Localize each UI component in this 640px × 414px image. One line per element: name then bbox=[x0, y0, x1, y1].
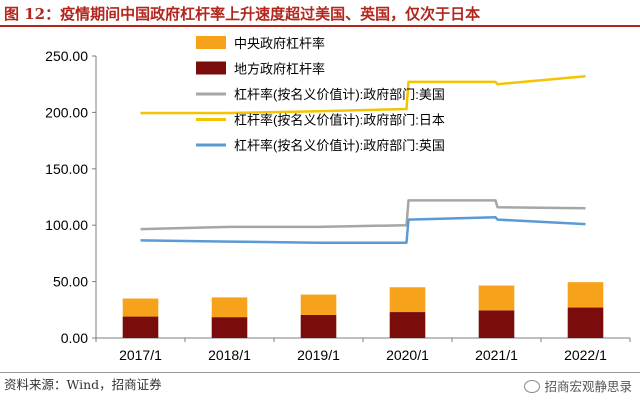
bar-local bbox=[122, 316, 159, 338]
chart-title: 图 12：疫情期间中国政府杠杆率上升速度超过美国、英国，仅次于日本 bbox=[4, 5, 481, 23]
legend-swatch-central bbox=[196, 36, 226, 49]
y-tick-label: 0.00 bbox=[61, 330, 88, 346]
y-tick-label: 150.00 bbox=[45, 161, 88, 177]
line-us bbox=[140, 199, 586, 231]
x-tick-label: 2021/1 bbox=[475, 347, 518, 363]
bar-local bbox=[567, 307, 604, 338]
bar-central bbox=[300, 294, 337, 315]
watermark-text: 招商宏观静思录 bbox=[544, 379, 632, 394]
watermark: 招商宏观静思录 bbox=[524, 376, 632, 395]
x-tick-label: 2019/1 bbox=[297, 347, 340, 363]
line-uk bbox=[140, 216, 586, 244]
bar-central bbox=[567, 282, 604, 308]
x-tick-label: 2020/1 bbox=[386, 347, 429, 363]
y-tick-label: 100.00 bbox=[45, 217, 88, 233]
legend-label: 中央政府杠杆率 bbox=[234, 36, 325, 51]
wechat-icon bbox=[524, 380, 541, 393]
y-tick-label: 250.00 bbox=[45, 48, 88, 64]
x-tick-label: 2018/1 bbox=[208, 347, 251, 363]
x-tick-label: 2022/1 bbox=[564, 347, 607, 363]
legend-label: 杠杆率(按名义价值计):政府部门:美国 bbox=[234, 87, 445, 102]
bar-local bbox=[300, 314, 337, 338]
x-tick-label: 2017/1 bbox=[119, 347, 162, 363]
bar-central bbox=[389, 287, 426, 313]
legend-label: 地方政府杠杆率 bbox=[234, 62, 325, 77]
bar-central bbox=[211, 297, 248, 318]
bar-local bbox=[478, 310, 515, 338]
bar-central bbox=[122, 298, 159, 317]
y-tick-label: 200.00 bbox=[45, 104, 88, 120]
title-divider bbox=[0, 25, 640, 27]
footer-divider bbox=[0, 372, 640, 373]
chart-area: 0.00 50.00 100.00 150.00 200.00 250.00 2017/1 2… bbox=[45, 36, 631, 363]
y-tick-label: 50.00 bbox=[53, 274, 88, 290]
source-note: 资料来源：Wind，招商证券 bbox=[4, 377, 162, 392]
legend-swatch-local bbox=[196, 61, 226, 75]
legend-label: 杠杆率(按名义价值计):政府部门:日本 bbox=[234, 113, 445, 128]
bar-central bbox=[478, 285, 515, 311]
bar-local bbox=[211, 317, 248, 338]
bar-local bbox=[389, 312, 426, 338]
legend-label: 杠杆率(按名义价值计):政府部门:英国 bbox=[234, 138, 445, 153]
line-jp bbox=[140, 75, 586, 115]
